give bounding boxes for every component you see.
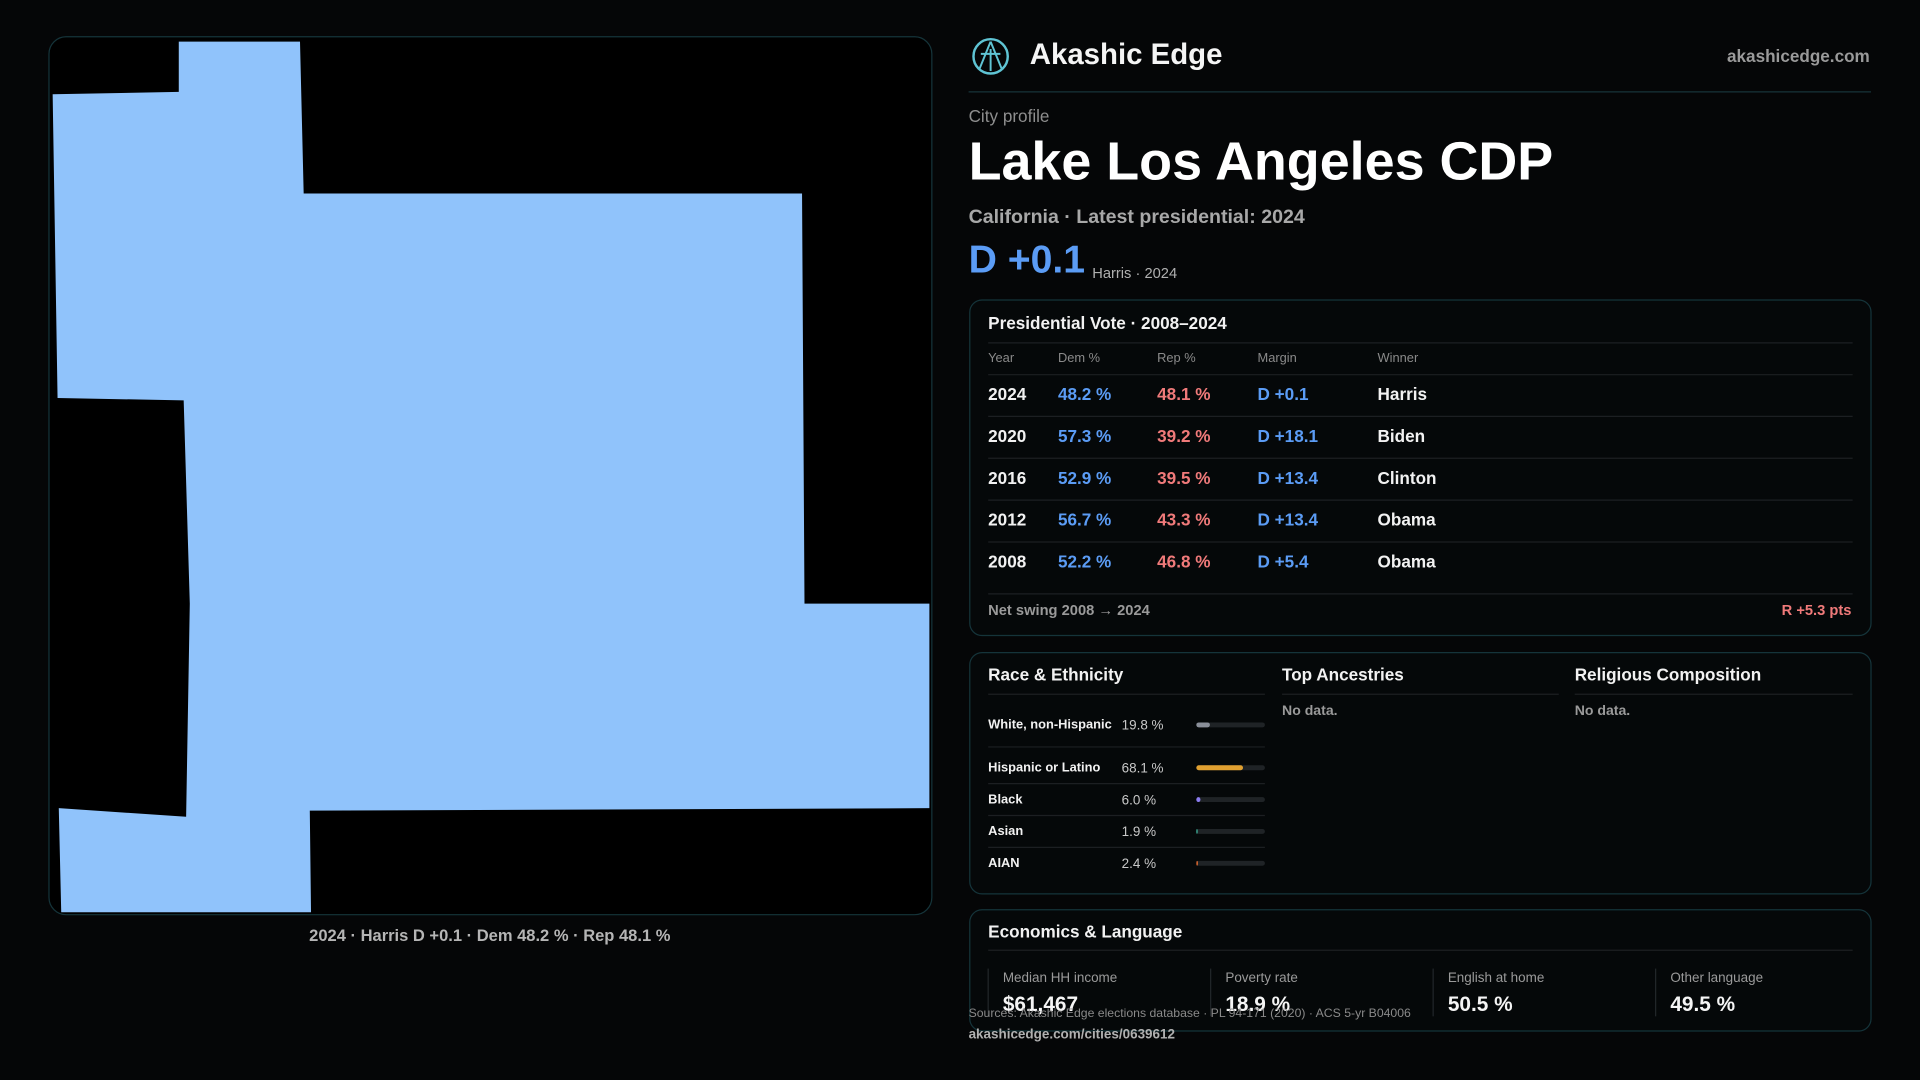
race-label: Black: [988, 792, 1023, 807]
table-cell: Obama: [1378, 510, 1437, 530]
demographics-panel: [969, 652, 1872, 895]
stat-value: $61,467: [1003, 993, 1078, 1016]
race-label: Hispanic or Latino: [988, 760, 1101, 776]
stat-label: Median HH income: [1003, 970, 1117, 985]
table-cell: 43.3 %: [1157, 510, 1210, 530]
table-cell: D +13.4: [1258, 468, 1319, 488]
race-value: 19.8 %: [1122, 718, 1164, 733]
swing-label: Net swing 2008 → 2024: [988, 603, 1150, 619]
panel-title: Top Ancestries: [1282, 664, 1404, 684]
table-cell: 2020: [988, 426, 1026, 446]
map-shape: [52, 41, 930, 913]
column-header: Year: [988, 350, 1015, 365]
stat-value: 50.5 %: [1448, 993, 1513, 1016]
table-cell: Obama: [1378, 552, 1437, 572]
table-cell: 39.2 %: [1157, 426, 1210, 446]
table-cell: 2012: [988, 510, 1026, 530]
subtitle: California · Latest presidential: 2024: [969, 206, 1305, 228]
no-data: No data.: [1575, 702, 1631, 718]
table-cell: 57.3 %: [1058, 426, 1111, 446]
table-cell: 46.8 %: [1157, 552, 1210, 572]
sources: Sources: Akashic Edge elections database…: [969, 1006, 1411, 1020]
stat-label: Poverty rate: [1225, 970, 1298, 985]
site-link[interactable]: akashicedge.com: [1727, 46, 1870, 66]
race-label-box: Asian: [988, 824, 1024, 839]
race-value: 68.1 %: [1122, 761, 1164, 776]
race-label-box: Black: [988, 792, 1023, 807]
margin: D +0.1: [969, 238, 1086, 281]
column-header: Margin: [1258, 350, 1297, 365]
bar-track: [1196, 828, 1265, 834]
table-cell: 48.2 %: [1058, 384, 1111, 404]
bar-track: [1196, 722, 1265, 728]
city-title: Lake Los Angeles CDP: [969, 132, 1554, 192]
race-value: 1.9 %: [1122, 824, 1156, 839]
economics-panel: [969, 909, 1872, 1032]
margin-note: Harris · 2024: [1092, 266, 1177, 282]
race-bar: [1196, 722, 1210, 728]
table-cell: Clinton: [1378, 468, 1437, 488]
table-cell: Harris: [1378, 384, 1428, 404]
stat-value: 49.5 %: [1670, 993, 1735, 1016]
race-label-box: White, non-Hispanic: [988, 717, 1112, 733]
race-value: 2.4 %: [1122, 856, 1156, 871]
table-cell: 52.9 %: [1058, 468, 1111, 488]
race-value: 6.0 %: [1122, 792, 1156, 807]
stat-label: Other language: [1670, 970, 1763, 985]
table-cell: 2024: [988, 384, 1027, 404]
panel-title: Race & Ethnicity: [988, 664, 1124, 684]
stat-value: 18.9 %: [1225, 993, 1290, 1016]
race-label: Asian: [988, 824, 1024, 839]
table-cell: D +5.4: [1258, 552, 1309, 572]
column-header: Winner: [1378, 350, 1419, 365]
table-cell: 2016: [988, 468, 1026, 488]
panel-title: Presidential Vote · 2008–2024: [988, 313, 1227, 333]
race-bar: [1196, 797, 1201, 803]
table-cell: 39.5 %: [1157, 468, 1210, 488]
panel-title: Economics & Language: [988, 922, 1182, 942]
column-header: Dem %: [1058, 350, 1100, 365]
table-cell: 48.1 %: [1157, 384, 1210, 404]
eyebrow: City profile: [969, 106, 1050, 126]
race-bar: [1196, 828, 1198, 834]
panel-title: Religious Composition: [1575, 664, 1761, 684]
page-url[interactable]: akashicedge.com/cities/0639612: [969, 1026, 1175, 1041]
table-cell: D +18.1: [1258, 426, 1319, 446]
table-cell: 2008: [988, 552, 1026, 572]
bar-track: [1196, 797, 1265, 803]
race-label-box: Hispanic or Latino: [988, 760, 1101, 776]
swing-value: R +5.3 pts: [1782, 603, 1852, 619]
table-cell: Biden: [1378, 426, 1426, 446]
race-label-box: AIAN: [988, 855, 1020, 871]
table-cell: D +0.1: [1258, 384, 1309, 404]
column-header: Rep %: [1157, 350, 1196, 365]
table-cell: 56.7 %: [1058, 510, 1111, 530]
map-caption: 2024 · Harris D +0.1 · Dem 48.2 % · Rep …: [309, 926, 671, 945]
table-cell: D +13.4: [1258, 510, 1319, 530]
stat-label: English at home: [1448, 970, 1544, 985]
logo: [972, 37, 1009, 75]
no-data: No data.: [1282, 702, 1338, 718]
race-bar: [1196, 860, 1198, 866]
vote-panel: [969, 299, 1872, 637]
race-label: White, non-Hispanic: [988, 717, 1112, 733]
race-label: AIAN: [988, 855, 1020, 871]
race-bar: [1196, 765, 1244, 771]
table-cell: 52.2 %: [1058, 552, 1111, 572]
bar-track: [1196, 860, 1265, 866]
brand: Akashic Edge: [1030, 38, 1223, 71]
